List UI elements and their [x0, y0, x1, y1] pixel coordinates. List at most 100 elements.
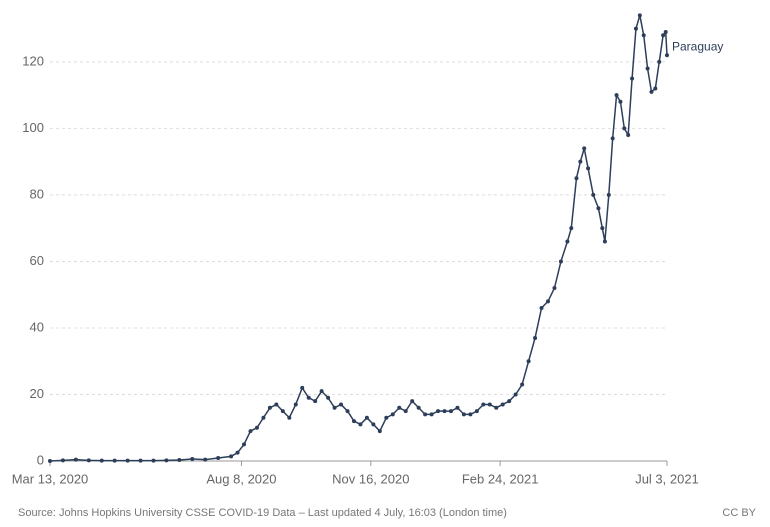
- point: [326, 395, 331, 400]
- point: [545, 299, 550, 304]
- point: [436, 409, 441, 414]
- point: [60, 458, 65, 463]
- point: [410, 399, 415, 404]
- point: [637, 13, 642, 18]
- point: [364, 415, 369, 420]
- x-tick-label: Aug 8, 2020: [206, 471, 276, 486]
- point: [558, 259, 563, 264]
- point: [306, 395, 311, 400]
- point: [319, 389, 324, 394]
- point: [614, 93, 619, 98]
- point: [300, 385, 305, 390]
- point: [618, 99, 623, 104]
- point: [403, 409, 408, 414]
- point: [602, 239, 607, 244]
- point: [73, 457, 78, 462]
- point: [520, 382, 525, 387]
- point: [267, 405, 272, 410]
- point: [487, 402, 492, 407]
- series-label: Paraguay: [672, 39, 723, 53]
- point: [254, 425, 259, 430]
- point: [448, 409, 453, 414]
- point: [235, 450, 240, 455]
- license: CC BY: [722, 507, 756, 519]
- point: [657, 59, 662, 64]
- point: [384, 415, 389, 420]
- point: [248, 429, 253, 434]
- source-note: Source: Johns Hopkins University CSSE CO…: [18, 507, 507, 519]
- point: [569, 226, 574, 231]
- point: [423, 412, 428, 417]
- x-tick-label: Jul 3, 2021: [635, 471, 699, 486]
- point: [468, 412, 473, 417]
- point: [641, 33, 646, 38]
- point: [574, 176, 579, 181]
- point: [661, 33, 666, 38]
- point: [125, 458, 130, 463]
- point: [626, 133, 631, 138]
- point: [507, 399, 512, 404]
- point: [461, 412, 466, 417]
- point: [332, 405, 337, 410]
- y-tick-label: 0: [37, 452, 44, 467]
- point: [287, 415, 292, 420]
- point: [622, 126, 627, 131]
- point: [610, 136, 615, 141]
- point: [203, 457, 208, 462]
- point: [99, 458, 104, 463]
- point: [345, 409, 350, 414]
- point: [649, 89, 654, 94]
- point: [216, 456, 221, 461]
- point: [663, 29, 668, 34]
- point: [653, 86, 658, 91]
- y-tick-label: 20: [30, 386, 44, 401]
- point: [351, 419, 356, 424]
- point: [633, 26, 638, 31]
- x-tick-label: Mar 13, 2020: [12, 471, 89, 486]
- point: [526, 359, 531, 364]
- point: [455, 405, 460, 410]
- point: [86, 458, 91, 463]
- point: [242, 442, 247, 447]
- point: [474, 409, 479, 414]
- point: [416, 405, 421, 410]
- y-tick-label: 120: [22, 53, 44, 68]
- y-tick-label: 40: [30, 319, 44, 334]
- point: [552, 286, 557, 291]
- point: [600, 226, 605, 231]
- y-tick-label: 60: [30, 253, 44, 268]
- x-tick-label: Nov 16, 2020: [332, 471, 409, 486]
- point: [138, 458, 143, 463]
- point: [591, 192, 596, 197]
- point: [377, 429, 382, 434]
- point: [358, 422, 363, 427]
- x-tick-label: Feb 24, 2021: [462, 471, 539, 486]
- point: [190, 457, 195, 462]
- point: [261, 415, 266, 420]
- point: [565, 239, 570, 244]
- point: [586, 166, 591, 171]
- point: [665, 53, 669, 58]
- point: [429, 412, 434, 417]
- point: [371, 422, 376, 427]
- point: [645, 66, 650, 71]
- point: [112, 458, 117, 463]
- point: [582, 146, 587, 151]
- point: [442, 409, 447, 414]
- point: [229, 454, 234, 459]
- point: [280, 409, 285, 414]
- point: [313, 399, 318, 404]
- point: [177, 458, 182, 463]
- point: [274, 402, 279, 407]
- point: [164, 458, 169, 463]
- point: [539, 306, 544, 311]
- point: [494, 405, 499, 410]
- point: [578, 159, 583, 164]
- point: [339, 402, 344, 407]
- point: [596, 206, 601, 211]
- y-tick-label: 100: [22, 120, 44, 135]
- point: [606, 192, 611, 197]
- point: [397, 405, 402, 410]
- point: [481, 402, 486, 407]
